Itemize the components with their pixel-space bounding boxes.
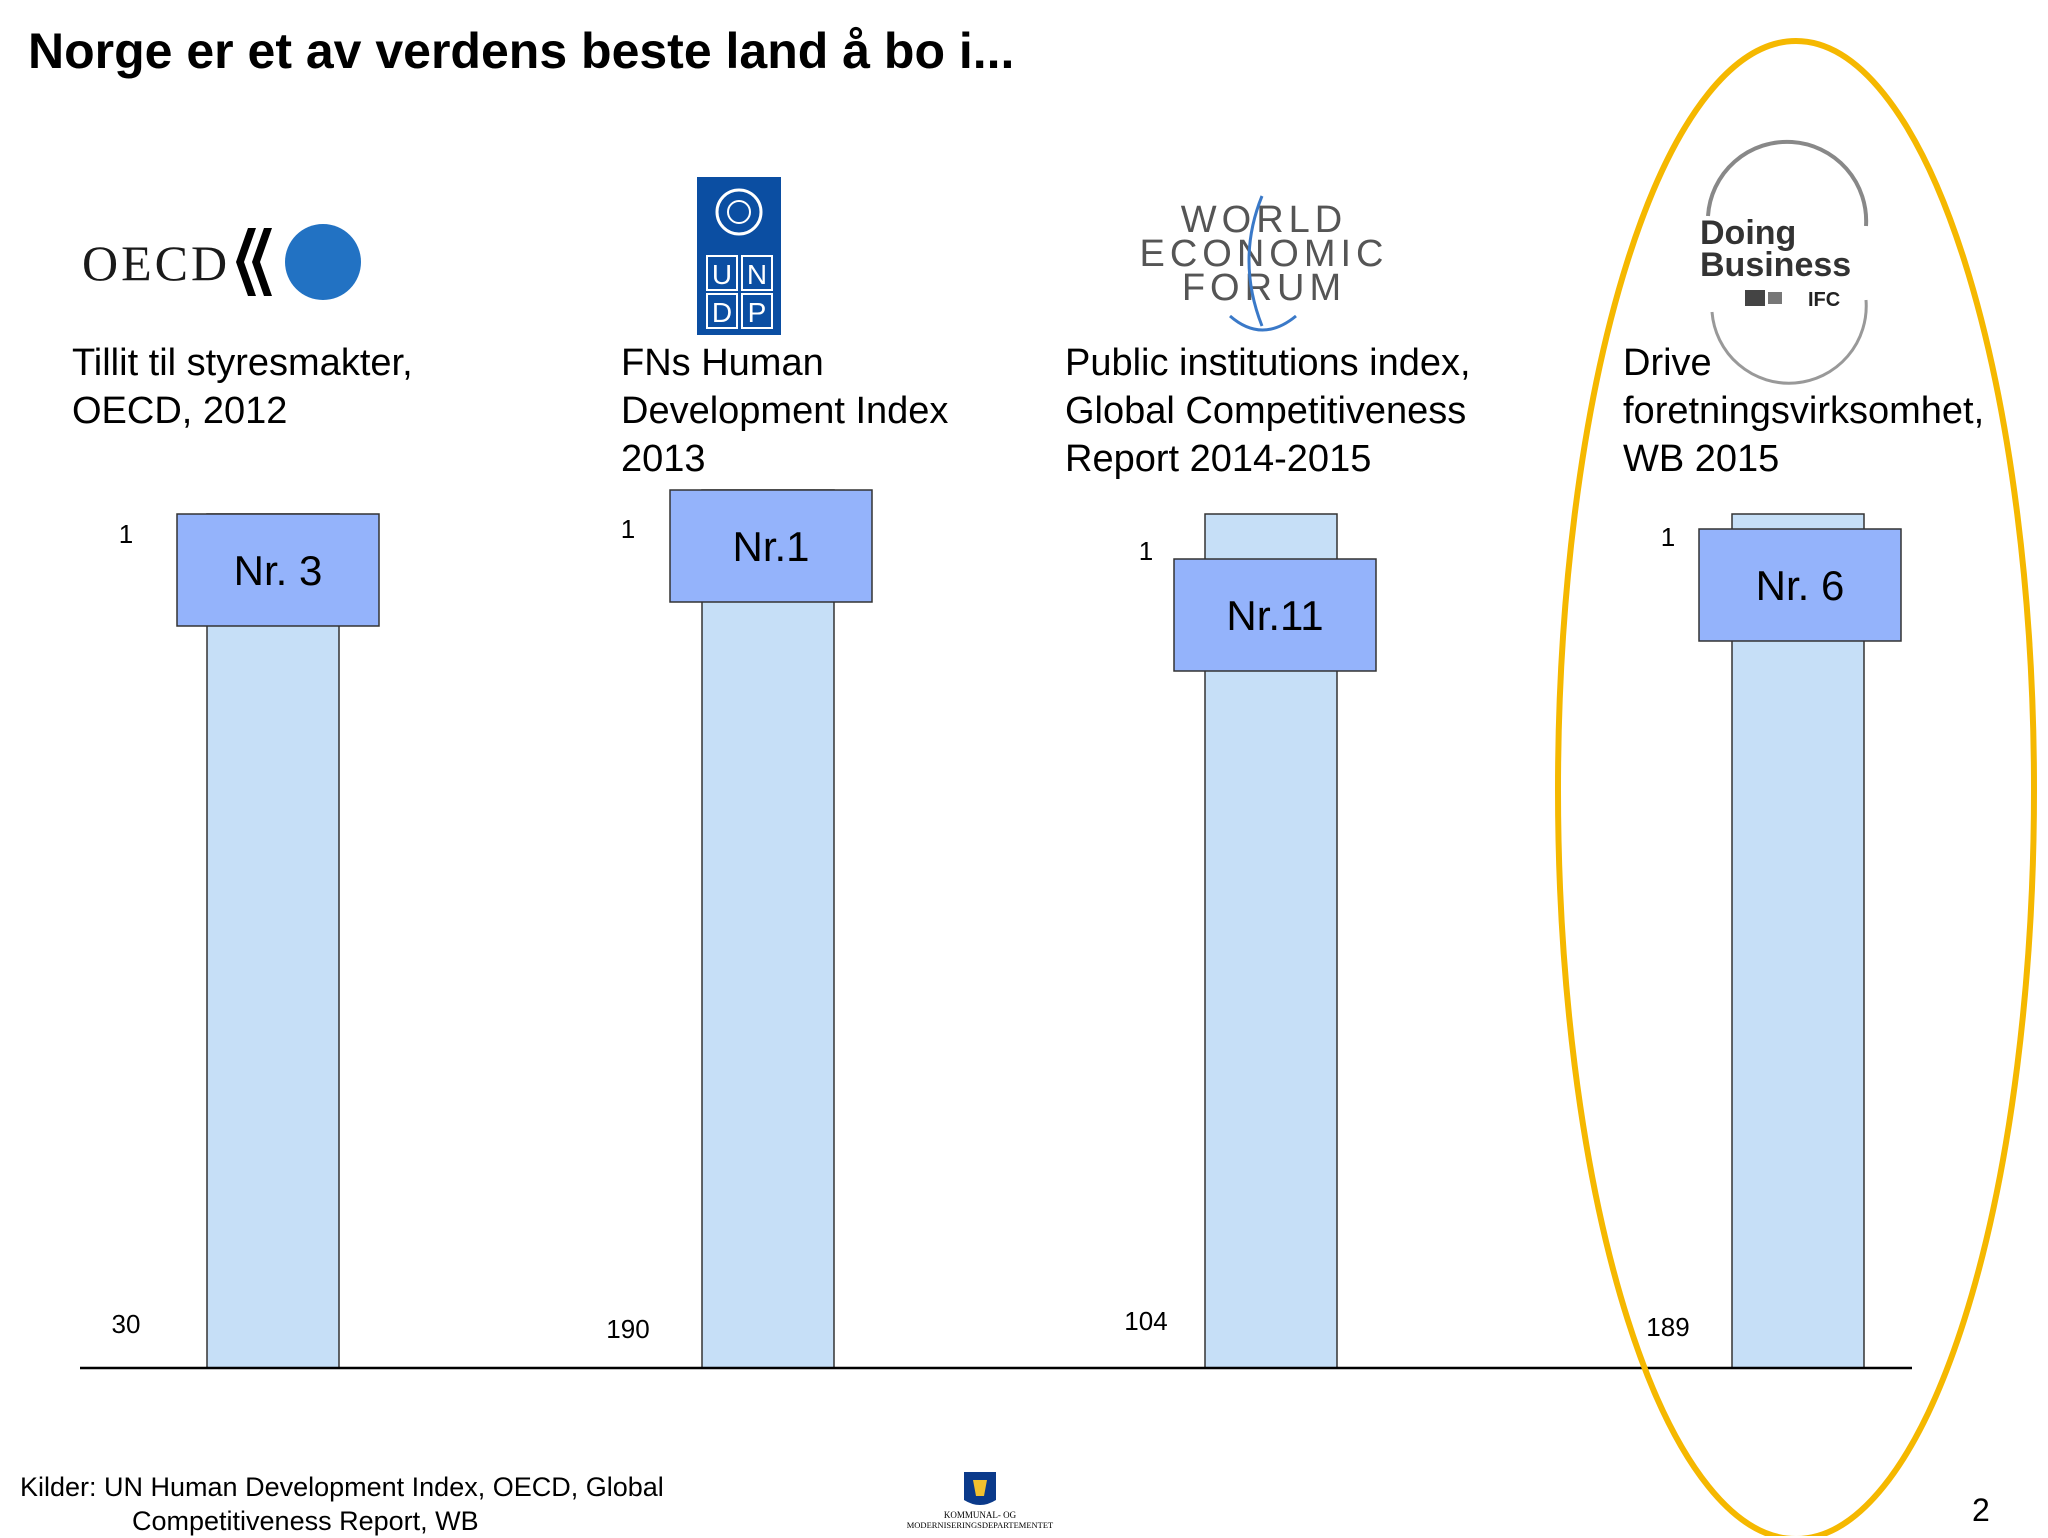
sources-footer: Kilder: UN Human Development Index, OECD… (20, 1470, 664, 1538)
page-number: 2 (1972, 1492, 1990, 1528)
oecd-chevron-icon (236, 228, 256, 296)
db-arc-icon (1706, 139, 1869, 227)
bar-caption-line: Report 2014-2015 (1065, 438, 1371, 480)
bar-caption-line: 2013 (621, 438, 706, 480)
bar-caption-line: Global Competitiveness (1065, 390, 1466, 432)
svg-text:IFC: IFC (1808, 289, 1840, 311)
oecd-circle-icon (285, 224, 361, 300)
bar-caption-line: foretningsvirksomhet, (1623, 390, 1984, 432)
rank-label: Nr.1 (732, 523, 809, 570)
doing-business-logo: Doing Business IFC (1700, 139, 1869, 385)
svg-text:FORUM: FORUM (1182, 267, 1346, 309)
bar-caption-line: Public institutions index, (1065, 342, 1471, 384)
svg-text:N: N (747, 259, 767, 290)
svg-text:WORLD: WORLD (1181, 199, 1347, 241)
rank-label: Nr. 3 (234, 547, 323, 594)
highlight-ellipse (1555, 38, 2037, 1536)
wef-arc-icon (1247, 195, 1264, 327)
top-tick-label: 1 (1139, 536, 1153, 566)
bottom-tick-label: 190 (606, 1314, 649, 1344)
rank-bar (206, 513, 340, 1369)
rank-label-box (1698, 528, 1902, 642)
oecd-chevron-icon (252, 228, 272, 296)
svg-text:KOMMUNAL- OG: KOMMUNAL- OG (944, 1510, 1017, 1520)
bar-caption-line: OECD, 2012 (72, 390, 287, 432)
bottom-tick-label: 189 (1646, 1312, 1689, 1342)
bottom-tick-label: 104 (1124, 1306, 1167, 1336)
top-tick-label: 1 (1661, 522, 1675, 552)
svg-text:ECONOMIC: ECONOMIC (1140, 233, 1389, 275)
bar-caption-line: FNs Human (621, 342, 824, 384)
oecd-logo-text: OECD (82, 235, 230, 291)
top-tick-label: 1 (119, 519, 133, 549)
bar-caption-line: WB 2015 (1623, 438, 1779, 480)
sources-line-1: Kilder: UN Human Development Index, OECD… (20, 1472, 664, 1502)
rank-label: Nr.11 (1226, 592, 1323, 639)
bottom-tick-label: 30 (112, 1309, 141, 1339)
page-title: Norge er et av verdens beste land å bo i… (28, 23, 1015, 79)
oecd-logo: OECD (82, 224, 361, 300)
bar-caption-line: Drive (1623, 342, 1712, 384)
rank-label-box (176, 513, 380, 627)
bar-caption-line: Development Index (621, 390, 948, 432)
svg-text:U: U (712, 259, 732, 290)
undp-logo: U N D P (697, 177, 781, 335)
svg-text:D: D (712, 297, 732, 328)
top-tick-label: 1 (621, 514, 635, 544)
sources-line-2: Competitiveness Report, WB (132, 1506, 479, 1536)
svg-text:Doing: Doing (1700, 214, 1796, 252)
rank-label: Nr. 6 (1756, 562, 1845, 609)
svg-text:P: P (748, 297, 767, 328)
rank-label-box (1173, 558, 1377, 672)
wef-logo: WORLD ECONOMIC FORUM (1140, 195, 1389, 332)
department-logo: KOMMUNAL- OG MODERNISERINGSDEPARTEMENTET (907, 1472, 1054, 1530)
rank-bar (701, 489, 835, 1369)
bar-caption-line: Tillit til styresmakter, (72, 342, 413, 384)
rank-label-box (669, 489, 873, 603)
svg-text:MODERNISERINGSDEPARTEMENTET: MODERNISERINGSDEPARTEMENTET (907, 1520, 1054, 1530)
un-emblem-icon (715, 188, 763, 236)
rank-bar (1731, 513, 1865, 1369)
svg-text:Business: Business (1700, 246, 1851, 284)
